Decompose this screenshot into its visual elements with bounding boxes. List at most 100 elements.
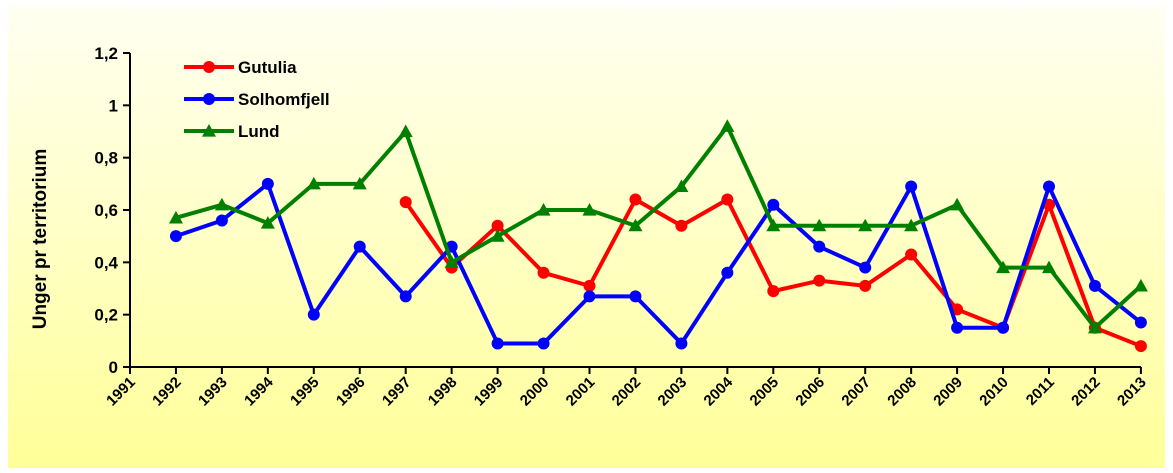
- data-point: [537, 266, 550, 279]
- y-tick-label: 1,2: [94, 44, 118, 63]
- legend-label: Gutulia: [238, 58, 297, 77]
- x-tick-label: 1994: [241, 373, 277, 409]
- y-tick-label: 0,6: [94, 201, 118, 220]
- data-point: [675, 219, 688, 232]
- y-tick-label: 1: [109, 96, 118, 115]
- legend-marker: [202, 124, 216, 137]
- series-line: [175, 181, 1143, 346]
- data-point: [399, 196, 412, 209]
- data-point: [629, 193, 642, 206]
- data-point: [950, 197, 965, 211]
- series-layer: [168, 119, 1148, 353]
- series-lund: [168, 119, 1148, 334]
- data-point: [491, 337, 504, 350]
- x-tick-label: 2013: [1114, 374, 1150, 410]
- data-point: [583, 279, 596, 292]
- data-point: [168, 210, 183, 224]
- series-solhomfjell: [169, 177, 1147, 350]
- x-tick-label: 1993: [195, 374, 231, 410]
- data-point: [398, 124, 413, 138]
- data-point: [859, 279, 872, 292]
- data-point: [767, 285, 780, 298]
- x-tick-label: 2008: [884, 374, 920, 410]
- data-point: [951, 321, 964, 334]
- legend-item-lund: Lund: [184, 122, 280, 141]
- x-tick-label: 1999: [471, 374, 507, 410]
- data-point: [260, 216, 275, 229]
- y-tick-label: 0,8: [94, 149, 118, 168]
- data-point: [1042, 260, 1056, 274]
- x-tick-label: 2002: [609, 374, 645, 410]
- data-point: [537, 337, 550, 350]
- legend-item-solhomfjell: Solhomfjell: [184, 90, 330, 109]
- data-point: [1088, 279, 1101, 292]
- data-point: [307, 308, 320, 321]
- data-point: [491, 219, 504, 232]
- y-tick-label: 0,2: [94, 306, 118, 325]
- legend-marker: [203, 93, 215, 105]
- data-point: [858, 218, 873, 232]
- data-point: [721, 266, 734, 279]
- data-point: [721, 193, 734, 206]
- data-point: [859, 261, 872, 274]
- data-point: [628, 218, 643, 232]
- x-tick-label: 2010: [976, 374, 1012, 410]
- data-point: [169, 230, 182, 243]
- chart-area: 0 0,2 0,4 0,6 0,8 1 1,2 1991 1992 1993 1994 1995 199…: [8, 6, 1165, 468]
- data-point: [444, 255, 459, 268]
- data-point: [215, 214, 228, 227]
- data-point: [214, 197, 229, 211]
- legend-marker: [203, 61, 215, 73]
- data-point: [1133, 278, 1148, 292]
- x-tick-label: 1997: [379, 374, 415, 410]
- data-point: [399, 290, 412, 303]
- x-tick-label: 2012: [1068, 374, 1104, 410]
- x-tick-label: 2004: [701, 373, 737, 409]
- x-tick-label: 1996: [333, 374, 369, 410]
- series-line: [175, 124, 1143, 330]
- data-point: [905, 248, 918, 261]
- data-point: [812, 218, 827, 232]
- data-point: [813, 240, 826, 253]
- data-point: [674, 179, 689, 193]
- y-tick-label: 0,4: [94, 253, 118, 272]
- data-point: [306, 176, 321, 190]
- x-tick-label: 2005: [747, 374, 783, 410]
- x-tick-label: 2011: [1023, 374, 1058, 409]
- data-point: [720, 119, 735, 132]
- x-tick-label: 2001: [563, 374, 599, 410]
- data-point: [813, 274, 826, 287]
- legend-label: Solhomfjell: [238, 90, 330, 109]
- data-point: [905, 180, 918, 193]
- legend-item-gutulia: Gutulia: [184, 58, 297, 77]
- series-gutulia: [399, 193, 1147, 353]
- data-point: [1134, 316, 1147, 329]
- x-tick-label: 1992: [149, 374, 185, 410]
- data-point: [582, 203, 597, 216]
- legend-label: Lund: [238, 122, 280, 141]
- data-point: [997, 321, 1010, 334]
- data-point: [353, 240, 366, 253]
- x-tick-label: 2003: [655, 374, 691, 410]
- x-tick-label: 1991: [103, 374, 139, 410]
- data-point: [629, 290, 642, 303]
- data-point: [767, 198, 780, 211]
- x-tick-label: 2006: [792, 374, 828, 410]
- x-tick-label: 1995: [287, 374, 323, 410]
- x-tick-label: 2000: [517, 374, 553, 410]
- data-point: [490, 229, 505, 242]
- legend: Gutulia Solhomfjell Lund: [184, 58, 330, 141]
- data-point: [1043, 180, 1055, 193]
- y-axis-label: Unger pr territorium: [30, 149, 51, 330]
- data-point: [1134, 340, 1147, 353]
- data-point: [904, 218, 919, 232]
- x-tick-label: 2009: [930, 374, 966, 410]
- data-point: [675, 337, 688, 350]
- line-chart: 0 0,2 0,4 0,6 0,8 1 1,2 1991 1992 1993 1994 1995 199…: [30, 44, 1150, 410]
- x-tick-label: 2007: [838, 374, 874, 410]
- data-point: [352, 176, 367, 190]
- x-tick-label: 1998: [425, 374, 461, 410]
- data-point: [766, 218, 781, 232]
- y-tick-label: 0: [109, 358, 118, 377]
- data-point: [536, 203, 551, 216]
